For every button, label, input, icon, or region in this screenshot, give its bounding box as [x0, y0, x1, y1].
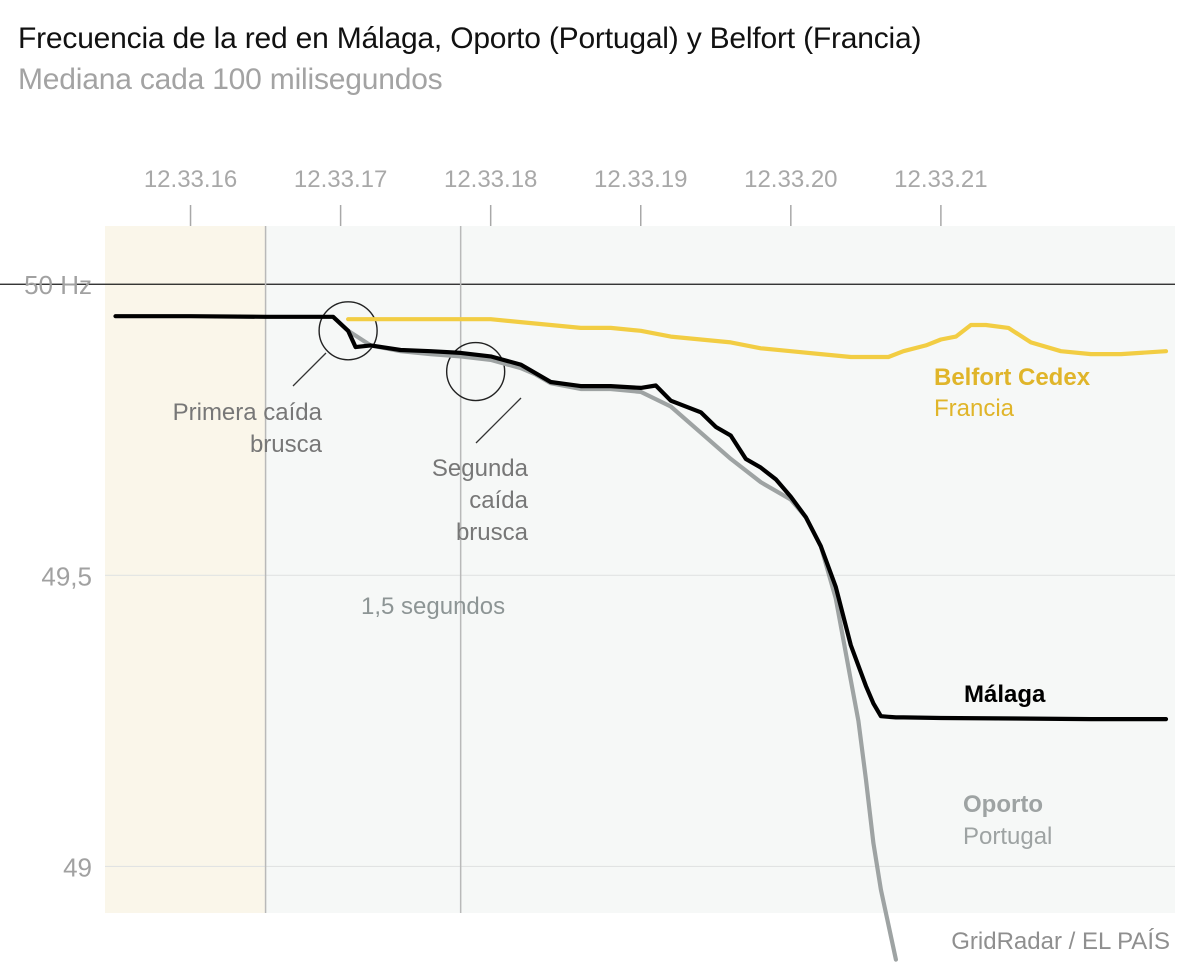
second-drop-pointer: [475, 397, 522, 444]
second-drop-label-line3: brusca: [456, 519, 529, 546]
series-labels: Belfort Cedex Francia Málaga Oporto Port…: [934, 364, 1091, 850]
x-tick-label: 12.33.19: [594, 166, 687, 193]
annotations: 1,5 segundos Primera caída brusca Segund…: [173, 352, 529, 620]
y-tick-label: 49,5: [41, 561, 92, 591]
x-tick-label: 12.33.21: [894, 166, 987, 193]
x-tick-label: 12.33.18: [444, 166, 537, 193]
second-drop-label-line1: Segunda: [432, 455, 529, 482]
oporto-line: [346, 328, 899, 962]
x-axis: 12.33.16 12.33.17 12.33.18 12.33.19 12.33.20…: [144, 166, 988, 226]
first-drop-label-line2: brusca: [250, 431, 323, 458]
belfort-label: Belfort Cedex: [934, 364, 1091, 391]
event-markers: [264, 226, 506, 913]
drop-circle-2: [445, 341, 506, 402]
oporto-sublabel: Portugal: [963, 823, 1052, 850]
belfort-sublabel: Francia: [934, 395, 1015, 422]
x-tick-label: 12.33.20: [744, 166, 837, 193]
malaga-line: [113, 314, 1169, 722]
malaga-label: Málaga: [964, 681, 1046, 708]
source-credit: GridRadar / EL PAÍS: [951, 928, 1170, 955]
y-axis: 50 Hz 49,5 49: [24, 270, 92, 882]
drop-circle-1: [318, 301, 378, 361]
belfort-line: [346, 317, 1169, 360]
y-tick-label: 49: [63, 852, 92, 882]
chart-subtitle: Mediana cada 100 milisegundos: [18, 63, 443, 96]
shade-before-band: [105, 226, 266, 913]
second-drop-label-line2: caída: [469, 487, 528, 514]
first-drop-pointer: [292, 352, 327, 387]
y-tick-label: 50 Hz: [24, 270, 92, 300]
x-tick-label: 12.33.17: [294, 166, 387, 193]
oporto-label: Oporto: [963, 791, 1043, 818]
interval-label: 1,5 segundos: [361, 593, 505, 620]
series-lines: [113, 314, 1169, 962]
x-tick-label: 12.33.16: [144, 166, 237, 193]
gridlines: [0, 283, 1175, 868]
chart-title: Frecuencia de la red en Málaga, Oporto (…: [18, 22, 922, 55]
first-drop-label-line1: Primera caída: [173, 399, 323, 426]
